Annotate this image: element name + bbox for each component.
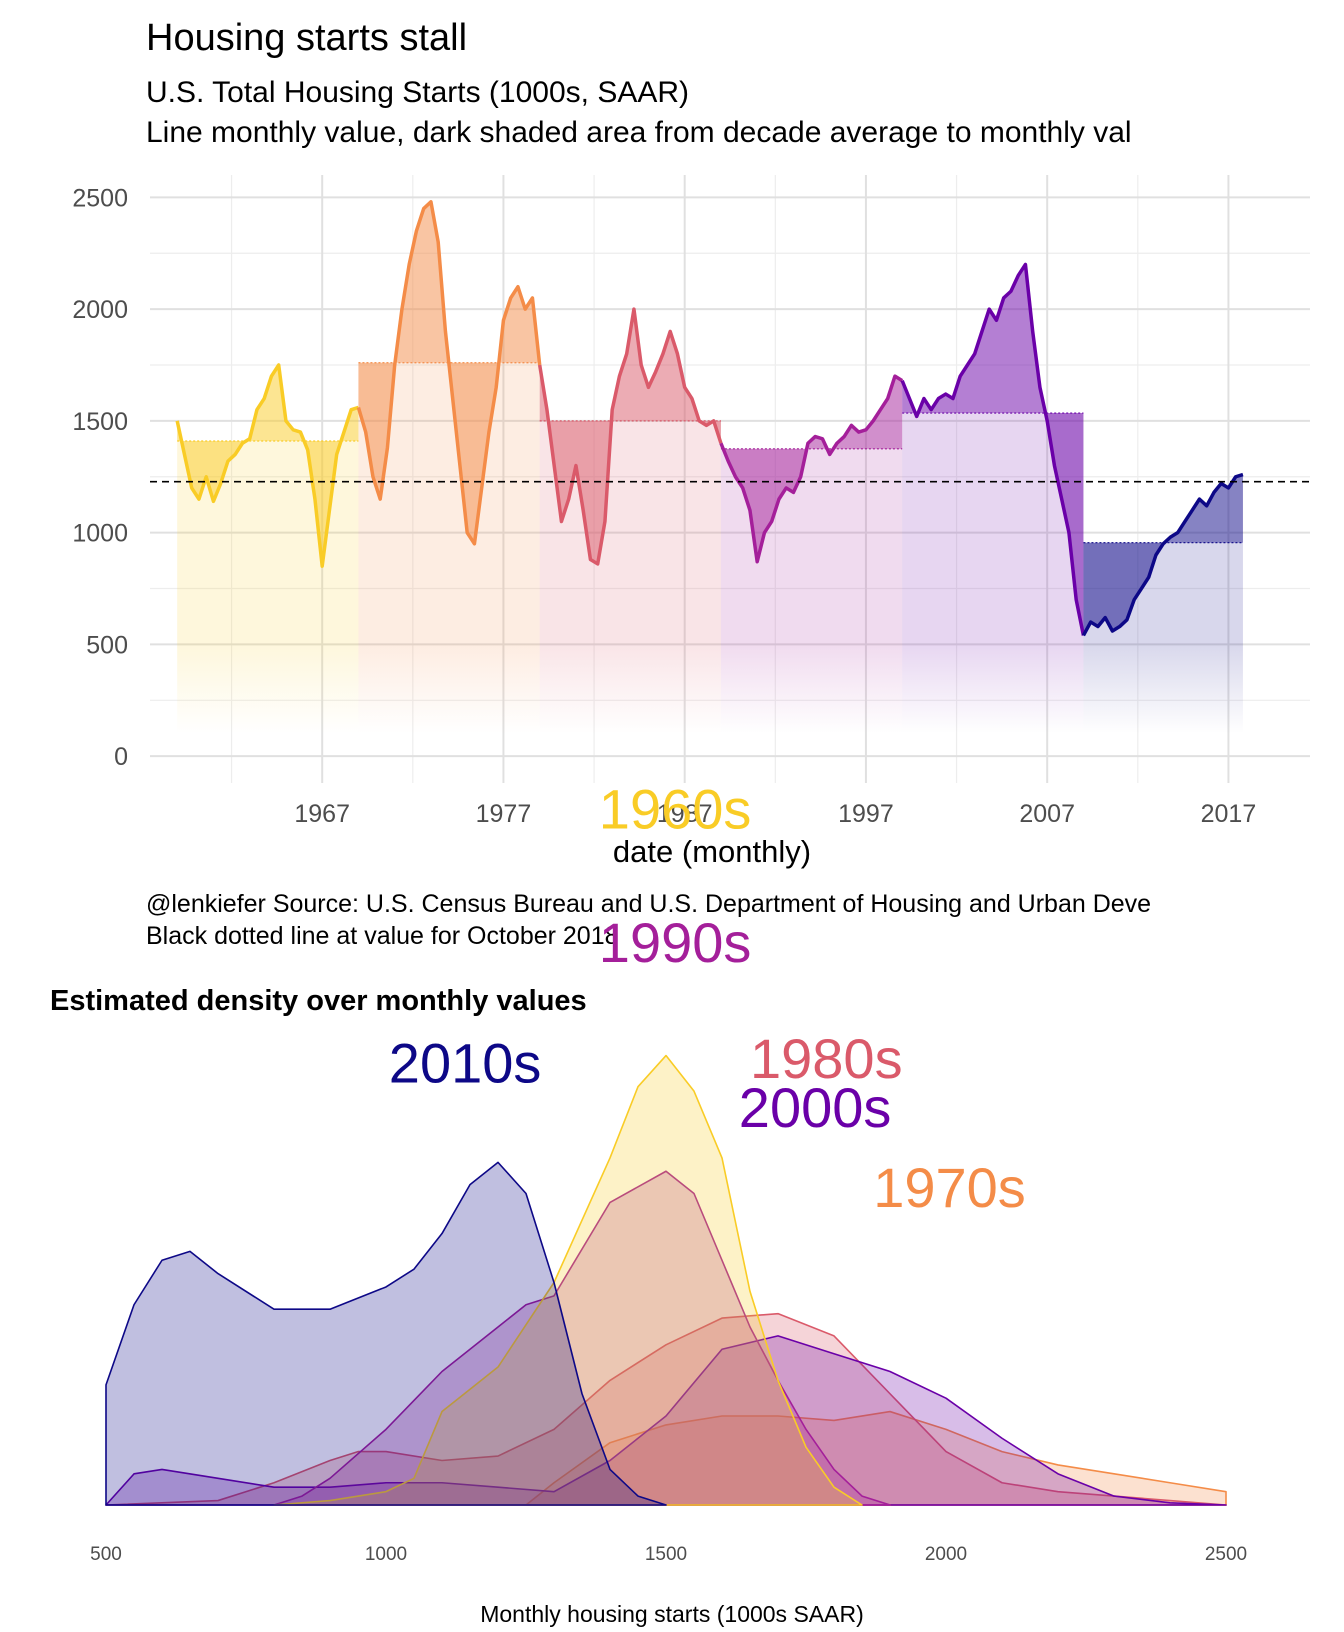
density-area: [105, 1312, 1227, 1506]
y-tick-label: 500: [86, 631, 128, 659]
y-tick-label: 0: [114, 743, 128, 771]
bottom-x-axis-title: Monthly housing starts (1000s SAAR): [480, 1601, 864, 1627]
density-series-label: 1960s: [599, 778, 752, 841]
series-line: [719, 374, 904, 564]
x-tick-label: 500: [90, 1544, 122, 1565]
density-area: [105, 1335, 1227, 1506]
decade-diff-area: [1083, 474, 1243, 636]
x-tick-label: 2500: [1205, 1544, 1247, 1565]
series-line: [356, 200, 542, 546]
top-x-tick-labels: 1967 1977 1987 1997 2007 2017: [294, 800, 1256, 828]
decade-diff-area: [902, 264, 1084, 636]
x-tick-label: 1997: [838, 800, 894, 828]
series-line: [900, 262, 1086, 636]
density-area: [273, 1054, 863, 1506]
decade-fade-band: [539, 644, 721, 734]
density-area: [105, 1161, 667, 1506]
decade-fade-band: [1083, 644, 1243, 734]
decade-diff-area: [720, 376, 903, 562]
bottom-title: Estimated density over monthly values: [50, 985, 587, 1017]
x-tick-label: 1500: [645, 1544, 687, 1565]
x-tick-label: 1987: [657, 800, 713, 828]
series-line: [175, 363, 359, 568]
top-series-lines: [175, 200, 1244, 637]
top-subtitle-line2: Line monthly value, dark shaded area fro…: [146, 116, 1132, 149]
y-tick-label: 2500: [72, 184, 128, 212]
density-series-label: 1990s: [599, 911, 752, 974]
density-series-label: 2000s: [739, 1076, 892, 1139]
top-decade-fills: [177, 201, 1243, 734]
x-tick-label: 2000: [925, 1544, 967, 1565]
density-area: [273, 1170, 891, 1506]
top-subtitle-line1: U.S. Total Housing Starts (1000s, SAAR): [146, 76, 689, 109]
y-tick-label: 1500: [72, 408, 128, 436]
decade-fade-band: [177, 644, 359, 734]
x-tick-label: 1977: [476, 800, 532, 828]
decade-diff-area: [539, 309, 721, 564]
series-line: [537, 307, 723, 566]
caption-line2: Black dotted line at value for October 2…: [146, 922, 619, 950]
density-series-label: 2010s: [389, 1031, 542, 1094]
x-tick-label: 2007: [1019, 800, 1075, 828]
bottom-x-tick-labels: 500 1000 1500 2000 2500: [90, 1544, 1247, 1565]
density-series-label: 1980s: [750, 1027, 903, 1090]
series-line: [1081, 472, 1244, 637]
y-tick-label: 2000: [72, 296, 128, 324]
density-series-label: 1970s: [873, 1156, 1026, 1219]
top-y-tick-labels: 0 500 1000 1500 2000 2500: [72, 184, 128, 771]
decade-fade-band: [358, 644, 540, 734]
decade-fade-band: [720, 644, 903, 734]
y-tick-label: 1000: [72, 520, 128, 548]
x-tick-label: 2017: [1201, 800, 1257, 828]
top-x-axis-title: date (monthly): [613, 834, 811, 869]
x-tick-label: 1967: [294, 800, 350, 828]
top-title: Housing starts stall: [146, 17, 467, 59]
caption-line1: @lenkiefer Source: U.S. Census Bureau an…: [146, 890, 1151, 918]
decade-fade-band: [902, 644, 1084, 734]
x-tick-label: 1000: [365, 1544, 407, 1565]
density-area: [525, 1410, 1227, 1506]
decade-diff-area: [177, 365, 359, 567]
density-areas: [105, 1054, 1227, 1506]
